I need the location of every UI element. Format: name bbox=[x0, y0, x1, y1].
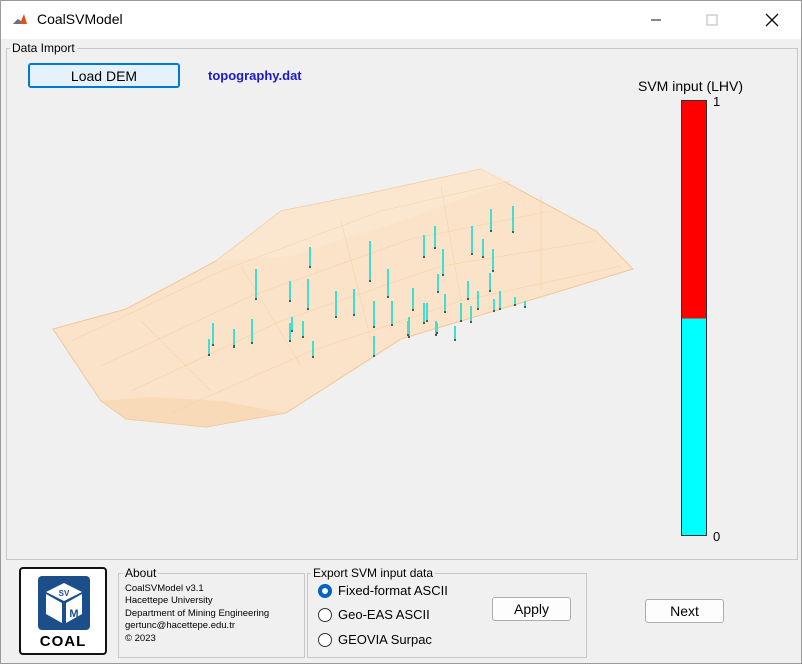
minimize-icon bbox=[651, 19, 661, 21]
borehole-collar bbox=[369, 280, 371, 282]
borehole-collar bbox=[467, 298, 469, 300]
matlab-app-icon bbox=[11, 11, 29, 29]
borehole-collar bbox=[407, 334, 409, 336]
borehole-collar bbox=[512, 231, 514, 233]
radio-label: Geo-EAS ASCII bbox=[338, 607, 430, 622]
borehole-collar bbox=[289, 300, 291, 302]
radio-button[interactable] bbox=[318, 607, 332, 622]
borehole-collar bbox=[490, 230, 492, 232]
borehole-collar bbox=[471, 253, 473, 255]
borehole-collar bbox=[434, 247, 436, 249]
file-name-label: topography.dat bbox=[208, 68, 302, 83]
borehole-collar bbox=[442, 274, 444, 276]
colorbar-title: SVM input (LHV) bbox=[638, 78, 744, 94]
cube-letters-top: SV bbox=[59, 589, 70, 598]
topography-3d-view[interactable] bbox=[41, 151, 641, 451]
dem-surface bbox=[52, 168, 634, 428]
borehole-collar bbox=[499, 308, 501, 310]
data-import-panel bbox=[6, 48, 798, 560]
colorbar-low-segment bbox=[681, 318, 707, 536]
data-import-title: Data Import bbox=[10, 41, 77, 55]
borehole-collar bbox=[309, 266, 311, 268]
borehole-collar bbox=[436, 332, 438, 334]
borehole-collar bbox=[373, 326, 375, 328]
colorbar bbox=[681, 100, 707, 536]
apply-button[interactable]: Apply bbox=[492, 597, 571, 621]
close-button[interactable] bbox=[749, 1, 795, 39]
borehole-collar bbox=[387, 296, 389, 298]
borehole-collar bbox=[524, 306, 526, 308]
radio-fixed-format[interactable]: Fixed-format ASCII bbox=[318, 583, 448, 598]
boreholes bbox=[208, 206, 526, 358]
export-title: Export SVM input data bbox=[311, 566, 436, 580]
export-panel bbox=[307, 573, 587, 658]
about-lines: CoalSVModel v3.1 Hacettepe University De… bbox=[125, 583, 269, 645]
borehole-collar bbox=[373, 355, 375, 357]
radio-button[interactable] bbox=[318, 632, 332, 647]
borehole-collar bbox=[312, 356, 314, 358]
maximize-icon bbox=[706, 14, 718, 26]
borehole-collar bbox=[291, 330, 293, 332]
radio-geo-eas[interactable]: Geo-EAS ASCII bbox=[318, 607, 430, 622]
about-line: © 2023 bbox=[125, 632, 156, 644]
borehole-collar bbox=[423, 256, 425, 258]
borehole-collar bbox=[435, 334, 437, 336]
about-panel bbox=[118, 573, 305, 658]
borehole-collar bbox=[408, 336, 410, 338]
about-line: Department of Mining Engineering bbox=[125, 607, 270, 619]
borehole-collar bbox=[444, 311, 446, 313]
window-title: CoalSVModel bbox=[37, 11, 123, 27]
cube-logo-icon: SV M bbox=[38, 576, 90, 630]
borehole-collar bbox=[482, 256, 484, 258]
radio-label: GEOVIA Surpac bbox=[338, 632, 432, 647]
about-line: gertunc@hacettepe.edu.tr bbox=[125, 620, 235, 632]
borehole-collar bbox=[391, 324, 393, 326]
borehole-collar bbox=[454, 339, 456, 341]
colorbar-high-segment bbox=[681, 100, 707, 319]
borehole-collar bbox=[470, 321, 472, 323]
cube-letters-side: M bbox=[69, 608, 78, 620]
close-icon bbox=[765, 13, 779, 27]
logo-text: COAL bbox=[39, 633, 87, 650]
borehole-collar bbox=[233, 345, 235, 347]
borehole-collar bbox=[251, 342, 253, 344]
borehole-collar bbox=[426, 320, 428, 322]
colorbar-tick-bottom: 0 bbox=[713, 529, 721, 544]
borehole-collar bbox=[353, 314, 355, 316]
borehole-collar bbox=[514, 304, 516, 306]
borehole-collar bbox=[302, 336, 304, 338]
borehole-collar bbox=[307, 308, 309, 310]
about-title: About bbox=[123, 566, 159, 580]
borehole-collar bbox=[489, 290, 491, 292]
about-line: CoalSVModel v3.1 bbox=[125, 583, 204, 594]
borehole-collar bbox=[477, 308, 479, 310]
borehole-collar bbox=[335, 316, 337, 318]
borehole-collar bbox=[423, 322, 425, 324]
load-dem-button[interactable]: Load DEM bbox=[28, 63, 180, 88]
about-line: Hacettepe University bbox=[125, 595, 213, 607]
borehole-collar bbox=[212, 344, 214, 346]
minimize-button[interactable] bbox=[633, 1, 679, 39]
borehole-collar bbox=[493, 310, 495, 312]
borehole-collar bbox=[255, 298, 257, 300]
radio-geovia-surpac[interactable]: GEOVIA Surpac bbox=[318, 632, 432, 647]
borehole-collar bbox=[437, 291, 439, 293]
maximize-button bbox=[689, 1, 735, 39]
next-button[interactable]: Next bbox=[645, 599, 724, 623]
borehole-collar bbox=[460, 320, 462, 322]
borehole-collar bbox=[492, 270, 494, 272]
title-bar: CoalSVModel bbox=[1, 1, 801, 39]
radio-button[interactable] bbox=[318, 583, 332, 598]
coal-logo: SV M COAL bbox=[19, 567, 107, 655]
borehole-collar bbox=[208, 354, 210, 356]
borehole-collar bbox=[289, 340, 291, 342]
borehole-collar bbox=[412, 309, 414, 311]
colorbar-tick-top: 1 bbox=[713, 94, 721, 109]
radio-label: Fixed-format ASCII bbox=[338, 583, 448, 598]
